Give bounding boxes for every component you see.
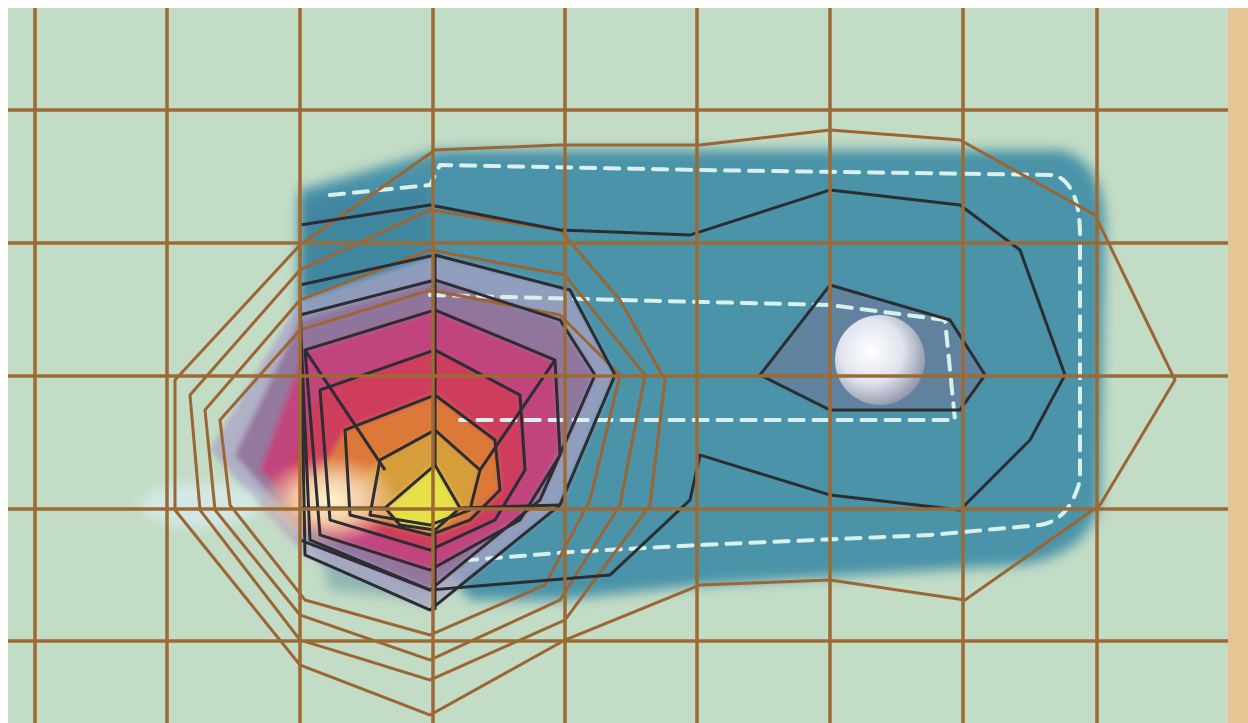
- dashed-paths: [328, 162, 1082, 562]
- paper-left-edge: [0, 0, 8, 723]
- paper-edge: [1228, 0, 1248, 723]
- dashed-outer-route: [328, 162, 1082, 562]
- contour-inner-1: [298, 253, 617, 612]
- contours-outer: [173, 128, 1177, 717]
- spoke-upright: [478, 359, 557, 471]
- contour-inner-2: [298, 278, 597, 592]
- contour-inner-water: [298, 188, 1067, 592]
- white-sphere: [835, 315, 925, 405]
- contour-outer-1: [173, 128, 1177, 717]
- contour-inner-peak: [383, 463, 462, 532]
- contour-outer-2: [188, 208, 667, 682]
- contour-outer-4: [218, 288, 622, 637]
- contour-inner-3: [303, 308, 562, 572]
- contour-inner-4: [318, 348, 527, 552]
- grid: [8, 8, 1228, 723]
- hot-glow: [260, 455, 400, 545]
- band-yellow: [385, 465, 460, 530]
- spoke-upleft: [303, 349, 387, 471]
- contour-inner-5: [343, 393, 502, 537]
- dashed-inner-route: [428, 293, 958, 422]
- paper-top-edge: [0, 0, 1248, 8]
